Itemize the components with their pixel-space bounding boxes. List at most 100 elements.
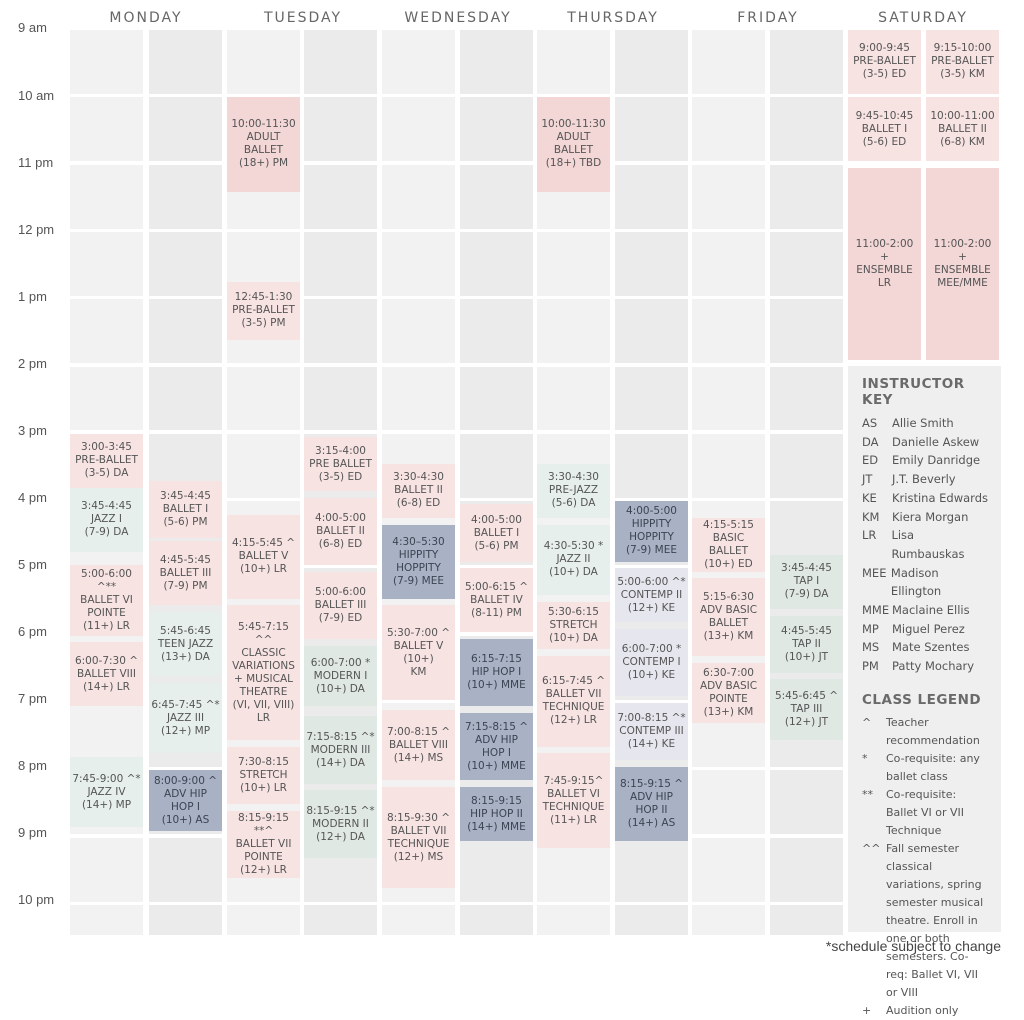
time-label: 1 pm <box>18 289 47 304</box>
legend-text: Audition only <box>886 1003 959 1017</box>
grid-cell <box>460 30 533 94</box>
instructor-abbrev: JT <box>862 472 873 487</box>
instructor-key-title: INSTRUCTOR KEY <box>862 376 965 408</box>
time-label: 7 pm <box>18 691 47 706</box>
grid-cell <box>615 97 688 162</box>
instructor-abbrev: MME <box>862 603 890 618</box>
class-block: 4:15-5:45 ^ BALLET V (10+) LR <box>227 514 300 599</box>
grid-cell <box>692 837 765 902</box>
grid-cell <box>770 837 843 902</box>
grid-cell <box>149 837 222 902</box>
class-block: 5:00-6:00 ^** BALLET VI POINTE (11+) LR <box>70 565 143 636</box>
grid-cell <box>304 299 377 364</box>
grid-cell <box>460 164 533 229</box>
class-block: 3:30-4:30 PRE-JAZZ (5-6) DA <box>537 464 610 518</box>
grid-cell <box>770 231 843 296</box>
day-header-friday: FRIDAY <box>737 10 799 26</box>
class-block: 9:45-10:45 BALLET I (5-6) ED <box>848 97 921 162</box>
time-label: 9 am <box>18 20 47 35</box>
grid-cell <box>382 97 455 162</box>
grid-cell <box>149 904 222 936</box>
grid-cell <box>770 299 843 364</box>
instructor-name: Patty Mochary <box>892 659 975 674</box>
class-block: 8:15-9:15 ^ ADV HIP HOP II (14+) AS <box>615 766 688 841</box>
grid-cell <box>615 30 688 94</box>
day-header-wednesday: WEDNESDAY <box>404 10 512 26</box>
grid-cell <box>227 904 300 936</box>
grid-cell <box>70 703 143 767</box>
grid-cell <box>70 30 143 94</box>
grid-cell <box>382 231 455 296</box>
class-legend-title: CLASS LEGEND <box>862 691 982 708</box>
grid-cell <box>460 433 533 498</box>
grid-cell <box>382 366 455 431</box>
grid-cell <box>770 164 843 229</box>
day-header-thursday: THURSDAY <box>567 10 659 26</box>
legend-panel: INSTRUCTOR KEY AS Allie Smith DA Danielle A… <box>848 366 1001 1017</box>
day-header-monday: MONDAY <box>109 10 183 26</box>
class-block: 6:00-7:30 ^ BALLET VIII (14+) LR <box>70 642 143 707</box>
class-block: 8:15-9:15 **^ BALLET VII POINTE (12+) LR <box>227 810 300 878</box>
class-legend-row: * Co-requisite: any ballet class <box>862 750 989 786</box>
grid-cell <box>692 30 765 94</box>
time-label: 5 pm <box>18 557 47 572</box>
class-legend-list: ^ Teacher recommendation * Co-requisite: an… <box>862 714 989 1020</box>
grid-cell <box>149 299 222 364</box>
grid-cell <box>770 501 843 566</box>
grid-cell <box>770 770 843 835</box>
instructor-name: Kristina Edwards <box>892 490 988 505</box>
grid-cell <box>460 231 533 296</box>
legend-text: Co-requisite: any ballet class <box>886 751 980 783</box>
grid-cell <box>770 97 843 162</box>
class-block: 7:45-9:15^ BALLET VI TECHNIQUE (11+) LR <box>537 753 610 848</box>
time-label: 11 pm <box>18 155 54 170</box>
class-block: 4:00-5:00 BALLET II (6-8) ED <box>304 497 377 566</box>
legend-text: Co-requisite: Ballet VI or VII Technique <box>886 787 965 837</box>
class-block: 3:30-4:30 BALLET II (6-8) ED <box>382 464 455 518</box>
day-header-saturday: SATURDAY <box>878 10 968 26</box>
grid-cell <box>227 30 300 94</box>
class-block: 3:45-4:45 TAP I (7-9) DA <box>770 554 843 609</box>
class-block: 5:30-7:00 ^ BALLET V (10+) KM <box>382 605 455 700</box>
instructor-key-row: MME Maclaine Ellis <box>862 601 989 620</box>
class-block: 8:15-9:15 HIP HOP II (14+) MME <box>460 787 533 841</box>
class-block: 5:00-6:00 ^* CONTEMP II (12+) KE <box>615 568 688 623</box>
class-block: 4:45-5:45 BALLET III (7-9) PM <box>149 541 222 606</box>
class-block: 7:00-8:15 ^* CONTEMP III (14+) KE <box>615 703 688 761</box>
class-block: 3:45-4:45 JAZZ I (7-9) DA <box>70 487 143 552</box>
grid-cell <box>227 366 300 431</box>
grid-cell <box>537 837 610 902</box>
class-block: 7:45-9:00 ^* JAZZ IV (14+) MP <box>70 756 143 828</box>
instructor-abbrev: MP <box>862 621 879 636</box>
instructor-key-row: LR Lisa Rumbauskas <box>862 526 989 563</box>
grid-cell <box>615 837 688 902</box>
grid-cell <box>692 299 765 364</box>
class-block: 4:45-5:45 TAP II (10+) JT <box>770 615 843 673</box>
instructor-abbrev: AS <box>862 416 878 430</box>
grid-cell <box>149 97 222 162</box>
grid-cell <box>70 904 143 936</box>
instructor-name: Emily Danridge <box>892 453 981 468</box>
instructor-key-row: DA Danielle Askew <box>862 433 989 452</box>
class-legend-row: ^^ Fall semester classical variations, sp… <box>862 840 989 1002</box>
class-block: 8:15-9:30 ^ BALLET VII TECHNIQUE (12+) M… <box>382 787 455 889</box>
grid-cell <box>692 770 765 835</box>
grid-cell <box>615 231 688 296</box>
class-block: 5:30-6:15 STRETCH (10+) DA <box>537 602 610 650</box>
class-block: 5:00-6:15 ^ BALLET IV (8-11) PM <box>460 568 533 633</box>
class-block: 5:45-6:45 ^ TAP III (12+) JT <box>770 679 843 740</box>
time-label: 9 pm <box>18 825 47 840</box>
grid-cell <box>692 164 765 229</box>
class-block: 6:15-7:15 HIP HOP I (10+) MME <box>460 639 533 707</box>
grid-cell <box>382 164 455 229</box>
time-label: 3 pm <box>18 423 47 438</box>
class-block: 6:45-7:45 ^* JAZZ III (12+) MP <box>149 682 222 754</box>
grid-cell <box>692 97 765 162</box>
instructor-name: Miguel Perez <box>892 621 965 636</box>
class-block: 8:00-9:00 ^ ADV HIP HOP I (10+) AS <box>149 770 222 831</box>
grid-cell <box>304 30 377 94</box>
instructor-key-list: AS Allie Smith DA Danielle Askew ED Emily Dan… <box>862 414 989 676</box>
time-label: 10 am <box>18 88 55 103</box>
grid-cell <box>692 904 765 936</box>
grid-cell <box>770 366 843 431</box>
